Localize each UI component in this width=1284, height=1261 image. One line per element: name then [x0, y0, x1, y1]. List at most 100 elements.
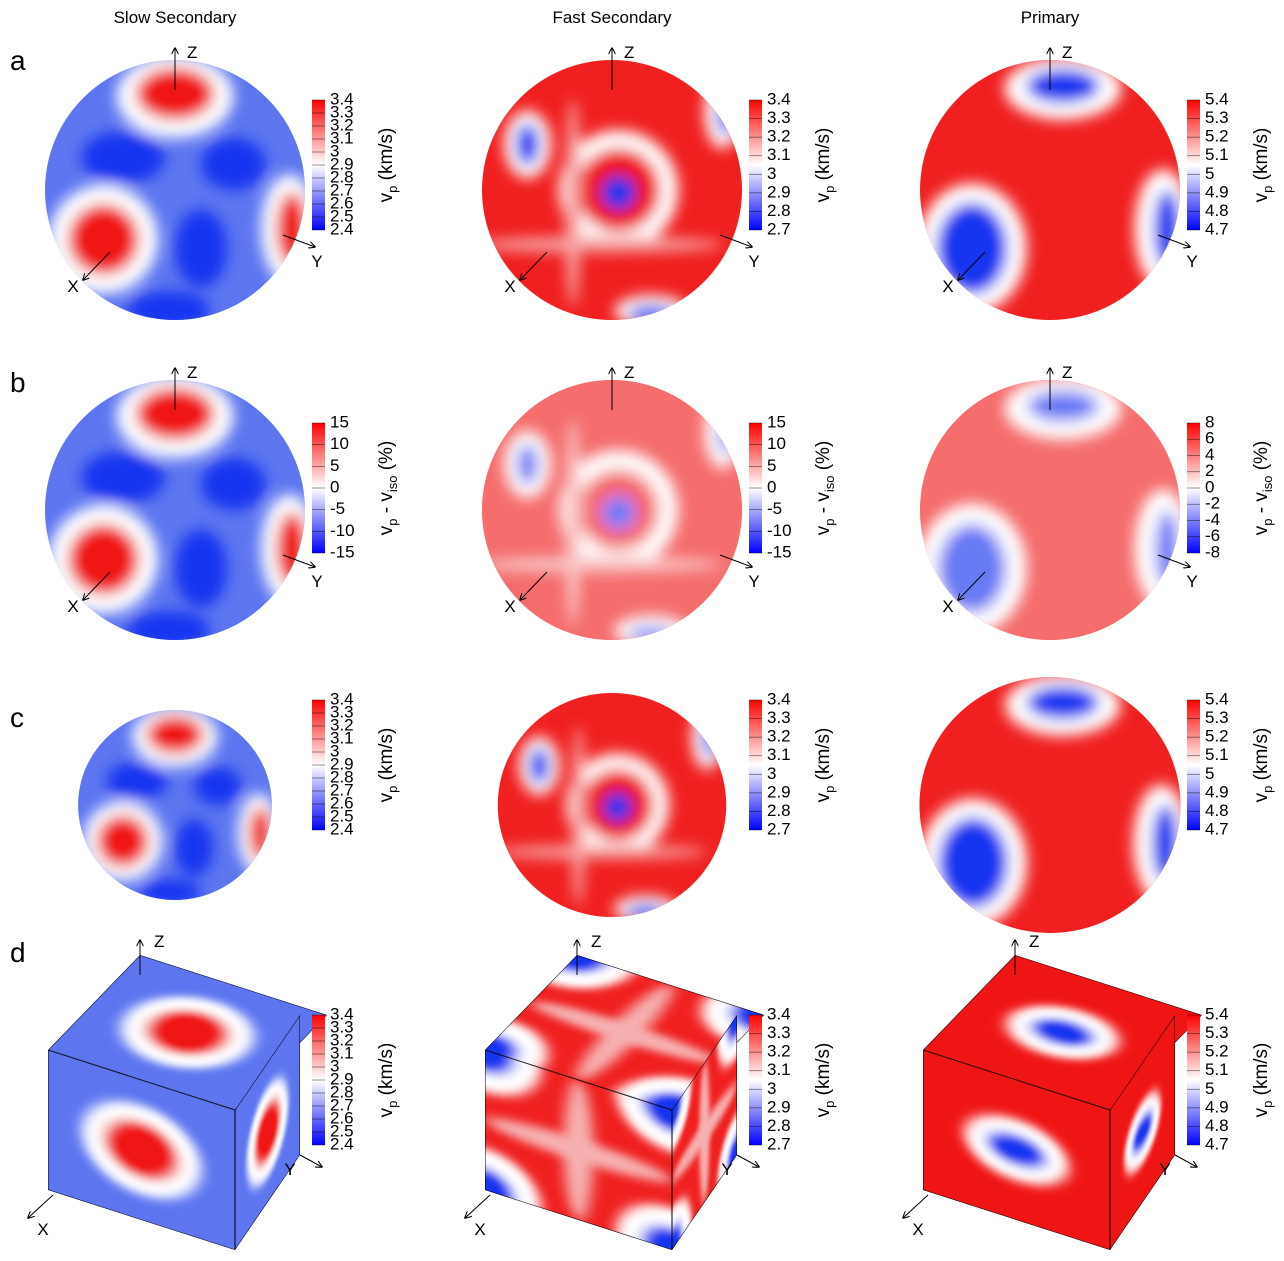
colorbar-tick-label: -10 — [330, 521, 355, 540]
axis-label: X — [912, 1220, 923, 1239]
title-part: p — [385, 186, 400, 193]
colorbar-tick-label: 2.8 — [330, 1082, 354, 1101]
colorbar-title: vp (km/s) — [376, 128, 400, 203]
colorbar-tick-label: 5.1 — [1205, 145, 1229, 164]
pattern-blob — [515, 123, 540, 166]
colorbar-tick-label: 3.4 — [330, 1004, 354, 1023]
title-part: (km/s) — [376, 728, 397, 786]
sphere — [919, 677, 1181, 933]
pattern-blob — [601, 495, 636, 530]
row-label: d — [10, 937, 26, 968]
pattern-blob — [672, 1083, 737, 1182]
pattern-blob — [529, 747, 550, 784]
colorbar-tick-label: 3.4 — [330, 689, 354, 708]
axis-arrow — [903, 1194, 929, 1218]
colorbar-tick-label: 5 — [1205, 1079, 1214, 1098]
pattern-blob — [136, 67, 214, 120]
pattern-blob — [1026, 685, 1099, 720]
colorbar-tick-label: -5 — [767, 499, 782, 518]
axis-arrow — [1157, 554, 1190, 567]
pattern-blob — [97, 815, 149, 867]
colorbar-tick-label: 3 — [330, 141, 339, 160]
pattern-blob — [672, 1199, 692, 1250]
colorbar — [749, 1015, 762, 1145]
colorbar-tick-label: 2.6 — [330, 193, 354, 212]
colorbar-tick-label: -4 — [1205, 510, 1220, 529]
sphere — [482, 380, 742, 640]
row-label: c — [10, 702, 24, 733]
colorbar-tick-label: 2.4 — [330, 1134, 354, 1153]
colorbar-tick-label: 3.3 — [767, 1023, 791, 1042]
colorbar-title: vp (km/s) — [813, 128, 837, 203]
title-part: iso — [1260, 476, 1275, 493]
colorbar-tick-label: -10 — [767, 521, 792, 540]
colorbar — [1187, 700, 1200, 830]
pattern-blob — [201, 138, 266, 190]
colorbar-tick-label: 10 — [767, 434, 786, 453]
colorbar-tick-label: 3.2 — [767, 727, 791, 746]
axis-arrow — [282, 234, 315, 247]
title-part: (%) — [813, 441, 834, 476]
colorbar — [1187, 100, 1200, 230]
face-pattern — [1124, 1091, 1161, 1174]
sphere — [45, 380, 305, 640]
colorbar-tick-label: 3.2 — [330, 715, 354, 734]
title-part: (km/s) — [813, 728, 834, 786]
sphere — [78, 710, 272, 900]
pattern-blob — [136, 387, 214, 440]
title-part: v — [376, 192, 397, 202]
pattern-blob — [175, 529, 227, 608]
face-pattern — [964, 1114, 1069, 1186]
pattern-blob — [482, 236, 723, 253]
row-label: a — [10, 45, 26, 76]
pattern-blob — [194, 767, 242, 805]
pattern-blob — [936, 523, 1008, 614]
pattern-blob — [201, 458, 266, 510]
axis-arrow — [1157, 234, 1190, 247]
colorbar-tick-label: 3.3 — [330, 702, 354, 721]
pattern-blob — [717, 88, 733, 136]
title-part: v — [376, 525, 397, 535]
axis-arrow — [958, 571, 986, 600]
colorbar-tick-label: 5.2 — [1205, 1042, 1229, 1061]
colorbar-tick-label: 2.8 — [330, 767, 354, 786]
colorbar-tick-label: 5.3 — [1205, 708, 1229, 727]
axis-label: Y — [748, 252, 759, 271]
colorbar-tick-label: 3.1 — [767, 145, 791, 164]
title-part: - v — [376, 492, 397, 519]
colorbar-tick-label: 3.3 — [330, 102, 354, 121]
colorbar-tick-label: 6 — [1205, 429, 1214, 448]
pattern-blob — [106, 762, 168, 801]
axis-label: X — [67, 597, 78, 616]
sphere — [482, 60, 742, 320]
axis-label: X — [504, 597, 515, 616]
axis-label: Z — [1062, 43, 1072, 62]
axis-label: X — [504, 277, 515, 296]
colorbar-tick-label: 3 — [767, 1079, 776, 1098]
axis-arrow — [28, 1194, 54, 1218]
colorbar-tick-label: 2.6 — [330, 793, 354, 812]
colorbar-tick-label: 8 — [1205, 412, 1214, 431]
title-part: p — [822, 186, 837, 193]
colorbar-tick-label: -8 — [1205, 542, 1220, 561]
colorbar-tick-label: 4.7 — [1205, 1134, 1229, 1153]
pattern-blob — [601, 175, 636, 210]
sphere — [920, 60, 1180, 320]
pattern-blob — [986, 1131, 1047, 1169]
pattern-blob — [68, 204, 139, 275]
axis-arrow — [520, 571, 548, 600]
pattern-blob — [485, 1050, 542, 1096]
colorbar-tick-label: 2.4 — [330, 219, 354, 238]
axis-label: Z — [187, 363, 197, 382]
pattern-blob — [276, 512, 305, 586]
title-part: p — [1260, 186, 1275, 193]
colorbar-tick-label: 2.7 — [330, 1095, 354, 1114]
pattern-blob — [126, 611, 211, 640]
pattern-blob — [691, 706, 723, 770]
axis-label: Y — [1186, 252, 1197, 271]
colorbar-tick-label: 3 — [767, 164, 776, 183]
colorbar-tick-label: 3.4 — [767, 689, 791, 708]
title-part: v — [1251, 192, 1272, 202]
title-part: iso — [385, 476, 400, 493]
